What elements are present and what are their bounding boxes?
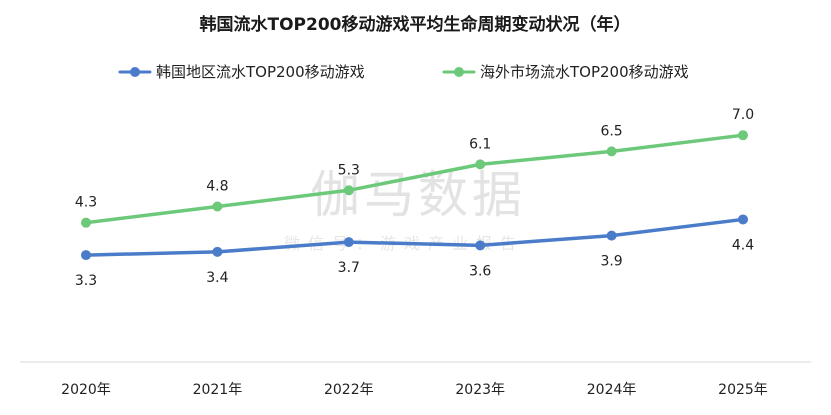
series-line [84, 133, 745, 225]
series-line [84, 217, 745, 257]
data-label: 5.3 [338, 162, 360, 178]
data-label: 3.6 [469, 263, 491, 279]
series-layer: 3.3 3.4 3.7 3.6 3.9 4.4 4.3 4.8 5.3 6.1 6.5 7.0 [75, 107, 754, 289]
x-tick-label: 2022年 [324, 382, 374, 398]
data-label: 4.8 [206, 178, 228, 194]
data-point[interactable] [212, 246, 223, 257]
chart-title: 韩国流水TOP200移动游戏平均生命周期变动状况（年） [200, 14, 631, 35]
data-label: 3.9 [600, 254, 622, 270]
series-1: 3.3 3.4 3.7 3.6 3.9 4.4 [75, 214, 754, 289]
x-tick-label: 2024年 [587, 382, 637, 398]
data-label: 4.4 [732, 237, 754, 253]
data-point[interactable] [81, 217, 91, 228]
data-label: 3.3 [75, 273, 97, 289]
data-label: 3.7 [338, 260, 360, 276]
data-point[interactable] [343, 185, 354, 196]
x-tick-label: 2025年 [718, 382, 768, 398]
data-point[interactable] [475, 159, 486, 170]
data-label: 6.5 [600, 123, 622, 139]
data-point[interactable] [81, 250, 91, 261]
legend-label-series-2: 海外市场流水TOP200移动游戏 [480, 63, 689, 81]
data-point[interactable] [212, 201, 223, 212]
legend-marker-series-2 [454, 67, 464, 77]
data-point[interactable] [738, 214, 748, 225]
data-label: 7.0 [732, 107, 754, 123]
legend-item-series-2[interactable]: 海外市场流水TOP200移动游戏 [442, 63, 689, 81]
data-point[interactable] [738, 130, 748, 141]
data-point[interactable] [475, 240, 486, 251]
legend-label-series-1: 韩国地区流水TOP200移动游戏 [156, 63, 365, 81]
legend-item-series-1[interactable]: 韩国地区流水TOP200移动游戏 [118, 63, 365, 81]
legend-marker-series-1 [130, 67, 140, 77]
data-point[interactable] [606, 230, 617, 241]
data-label: 4.3 [75, 195, 97, 211]
x-tick-label: 2023年 [455, 382, 505, 398]
data-label: 3.4 [206, 270, 228, 286]
data-label: 6.1 [469, 136, 491, 152]
x-tick-label: 2021年 [193, 382, 243, 398]
x-tick-label: 2020年 [61, 382, 111, 398]
data-point[interactable] [606, 146, 617, 157]
legend: 韩国地区流水TOP200移动游戏 海外市场流水TOP200移动游戏 [118, 63, 689, 81]
series-2: 4.3 4.8 5.3 6.1 6.5 7.0 [75, 107, 754, 228]
x-tick-labels: 2020年 2021年 2022年 2023年 2024年 2025年 [61, 382, 768, 398]
data-point[interactable] [343, 237, 354, 248]
